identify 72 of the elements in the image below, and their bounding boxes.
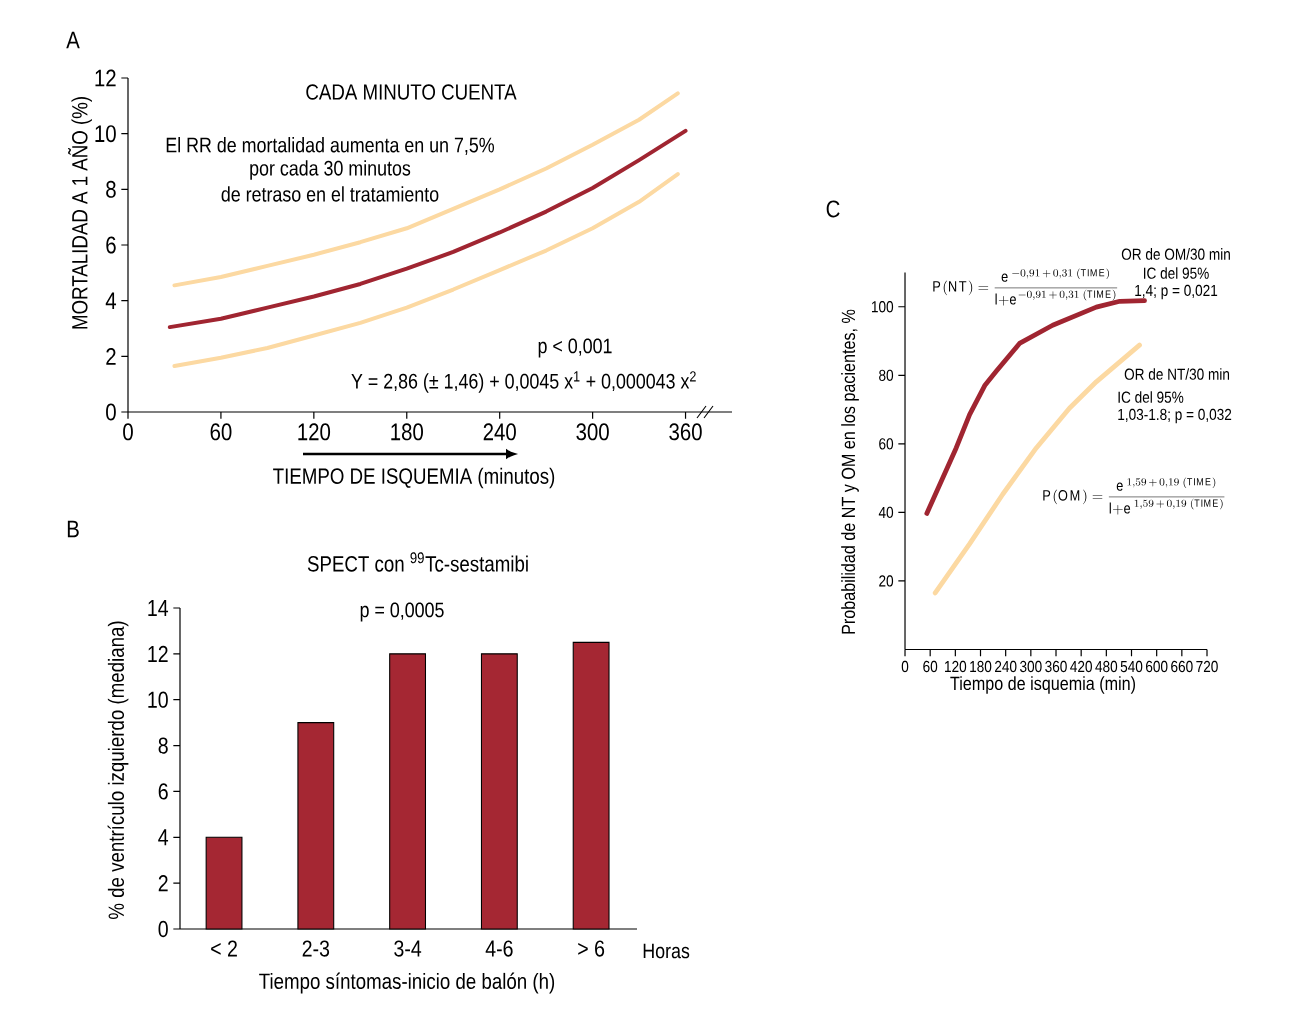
x-axis-title: TIEMPO DE ISQUEMIA (minutos) [273,467,555,489]
x-tick-label: 240 [995,660,1017,673]
y-tick-label: 10 [148,691,168,708]
x-tick-label: 300 [576,423,609,441]
x-tick-label: 120 [945,660,967,673]
annotation: p < 0,001 [538,338,612,358]
x-tick-label: 0 [901,660,909,673]
y-tick-label: 80 [879,369,894,381]
x-tick-label: 360 [1045,660,1067,673]
x-tick-label: 540 [1120,660,1143,673]
y-tick-label: 100 [871,301,894,313]
y-axis-title: % de ventrículo izquierdo (mediana) [107,621,129,920]
y-tick-label: 8 [158,737,168,754]
chart-title: B [67,520,79,538]
y-tick-label: 20 [879,575,894,587]
annotation: de retraso en el tratamiento [221,186,439,202]
annotation: IC del 95% [1144,267,1209,279]
x-tick-label: 720 [1196,660,1218,673]
x-tick-label: 120 [298,423,331,441]
y-tick-label: 60 [879,438,894,450]
x-tick-label: 600 [1146,660,1168,673]
x-axis-title: Tiempo de isquemia (min) [950,676,1136,694]
y-tick-label: 40 [878,506,894,519]
x-axis-title: Tiempo síntomas-inicio de balón (h) [259,972,555,994]
chart-subtitle: SPECT con $^{99}$Tc-sestamibi [307,552,528,572]
y-axis-title: Probabilidad de NT y OM en los pacientes, % [841,309,859,634]
y-tick-label: 12 [95,69,116,87]
chart-title: A [66,31,80,49]
y-tick-label: 0 [158,920,168,938]
x-tick-label: 2-3 [302,940,330,957]
annotation: 1,4; p = 0,021 [1135,284,1218,300]
y-tick-label: 8 [106,180,116,198]
y-tick-label: 6 [158,783,168,800]
x-tick-label: < 2 [211,940,237,957]
y-tick-label: 4 [105,292,117,309]
y-tick-label: 2 [158,875,168,892]
x-tick-label: 300 [1020,660,1042,673]
x-tick-label: 240 [483,423,516,441]
annotation: El RR de mortalidad aumenta en un 7,5% [166,137,495,155]
y-tick-label: 4 [158,829,169,846]
y-tick-label: 6 [106,236,116,254]
y-tick-label: 14 [148,600,169,616]
chart-subtitle: CADA MINUTO CUENTA [306,84,517,100]
annotation: por cada 30 minutos [250,160,411,180]
x-tick-label: 180 [970,660,992,673]
x-tick-label: 420 [1070,660,1092,673]
x-tick-label: 3-4 [394,940,422,957]
y-tick-label: 0 [106,403,116,421]
annotation: Y = 2,86 (± 1,46) + 0,0045 x$^{1}$ + 0,000043 x$^{2}$ [351,371,696,393]
x-tick-label: 480 [1095,660,1118,673]
x-tick-label: 660 [1171,660,1193,673]
y-axis-title: MORTALIDAD A 1 AÑO (%) [68,97,92,329]
x-tick-label: 360 [669,423,702,441]
annotation: 1,03-1.8; p = 0,032 [1118,408,1232,424]
y-tick-label: 10 [95,125,116,143]
x-tick-label: 180 [391,423,423,441]
annotation: p = 0,0005 [360,602,444,622]
y-tick-label: 12 [148,645,168,662]
x-tick-label: 60 [210,423,232,441]
annotation: $\mathrm{P(OM)} = \frac{\mathrm{e}^{\,1{,}59\,+\,0{,}19\;(\mathrm{TIME})}}{\mathrm{l{+}e}^{\,1{,}59\,+\,0{,}19\;(\mathrm{TIME})}}$ [1043,477,1225,515]
x-tick-label: 4-6 [485,940,513,957]
x-tick-label: 0 [123,423,133,441]
text: OR de OM/30 min [1121,248,1230,260]
x-tick-label: > 6 [578,940,605,957]
x-tick-label: 60 [923,660,938,673]
annotation: OR de NT/30 min [1124,368,1230,380]
chart-title: C [826,200,840,218]
annotation: IC del 95% [1118,391,1184,403]
line-series [167,128,688,330]
y-tick-label: 2 [106,347,116,365]
annotation: $\mathrm{P(NT)} = \frac{\mathrm{e}^{\,-0{,}91\,+\,0{,}31\;(\mathrm{TIME})}}{\mathrm{l{+}e}^{-0{,}91\,+\,0{,}31\;(\mathrm{TIME})}}$ [933,268,1118,306]
text: Horas [643,943,690,959]
